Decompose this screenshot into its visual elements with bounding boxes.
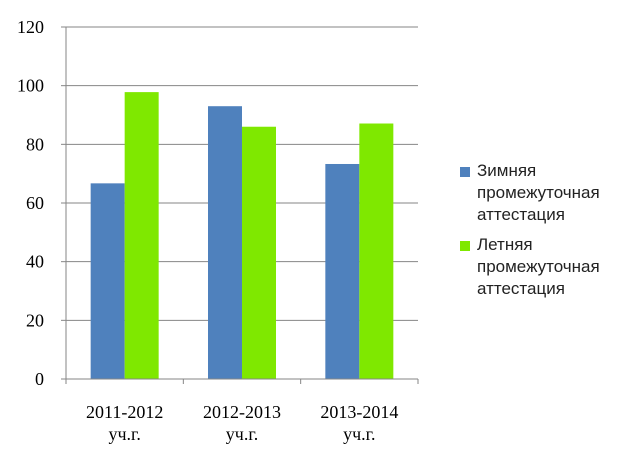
y-tick-labels: 0 20 40 60 80 100 120 <box>17 17 44 389</box>
legend-swatch-winter <box>460 167 470 177</box>
y-tick-label: 0 <box>35 369 44 389</box>
category-label: уч.г. <box>226 424 258 444</box>
legend-label-summer: Летняя промежуточная аттестация <box>477 235 600 298</box>
bar-series0-cat0 <box>90 183 125 379</box>
category-label: 2012-2013 <box>203 402 281 422</box>
category-label: 2011-2012 <box>86 402 163 422</box>
category-label: уч.г. <box>343 424 375 444</box>
legend-label-winter: Зимняя промежуточная аттестация <box>477 161 600 224</box>
bar-series0-cat1 <box>208 106 242 379</box>
y-tick-label: 80 <box>26 134 44 154</box>
y-tick-label: 100 <box>17 76 44 96</box>
y-tick-label: 120 <box>17 17 44 37</box>
category-label: уч.г. <box>108 424 140 444</box>
legend-item-summer: Летняя промежуточная аттестация <box>460 234 619 300</box>
category-label: 2013-2014 <box>320 402 398 422</box>
category-labels: 2011-2012уч.г.2012-2013уч.г.2013-2014уч.… <box>86 402 398 444</box>
bar-series1-cat1 <box>242 126 276 379</box>
bar-series1-cat0 <box>124 92 159 380</box>
y-tick-label: 20 <box>26 310 44 330</box>
bar-series0-cat2 <box>325 163 360 379</box>
legend-swatch-summer <box>460 241 470 251</box>
bars <box>90 92 394 380</box>
axes <box>61 26 419 384</box>
bar-series1-cat2 <box>359 123 394 379</box>
y-tick-label: 40 <box>26 252 44 272</box>
legend-item-winter: Зимняя промежуточная аттестация <box>460 160 619 226</box>
y-tick-label: 60 <box>26 193 44 213</box>
legend: Зимняя промежуточная аттестация Летняя п… <box>460 160 619 308</box>
